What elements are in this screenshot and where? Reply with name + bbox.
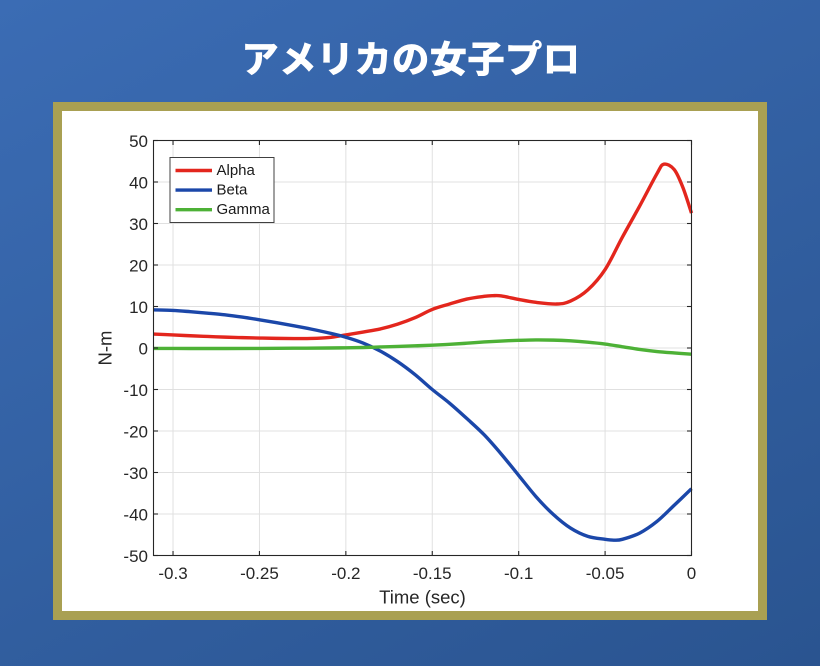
x-tick-label: -0.2 (331, 564, 360, 583)
x-tick-label: -0.15 (413, 564, 452, 583)
y-tick-label: -50 (123, 547, 148, 566)
series-line-gamma (153, 338, 692, 356)
legend-label-alpha: Alpha (217, 162, 256, 179)
legend-label-gamma: Gamma (217, 201, 271, 218)
y-axis-label: N-m (95, 331, 116, 366)
x-tick-label: -0.05 (586, 564, 625, 583)
page-title-text: アメリカの女子プロ (0, 0, 1, 1)
page-title: アメリカの女子プロ (0, 0, 820, 102)
line-chart: -0.3 -0.25 -0.2 -0.15 -0.1 -0.05 0 -50 -40 -30 -20… (95, 132, 697, 608)
x-axis-label: Time (sec) (379, 587, 466, 608)
y-tick-label: 40 (129, 174, 148, 193)
legend-label-beta: Beta (217, 182, 249, 199)
x-tick-label: -0.1 (504, 564, 533, 583)
x-tick-label: 0 (687, 564, 696, 583)
chart-frame: -0.3 -0.25 -0.2 -0.15 -0.1 -0.05 0 -50 -40 -30 -20… (53, 102, 767, 620)
series-line-beta (153, 308, 693, 542)
y-tick-label: -20 (123, 423, 148, 442)
y-tick-label: 20 (129, 257, 148, 276)
y-tick-label: -40 (123, 506, 148, 525)
page-title-glyphs (245, 40, 577, 77)
x-tick-label: -0.3 (158, 564, 187, 583)
y-tick-label: 10 (129, 298, 148, 317)
y-tick-label: -30 (123, 464, 148, 483)
y-tick-label: 0 (139, 340, 148, 359)
series-line-alpha (153, 162, 694, 341)
y-tick-label: -10 (123, 381, 148, 400)
x-tick-label: -0.25 (240, 564, 279, 583)
y-tick-label: 30 (129, 215, 148, 234)
y-tick-label: 50 (129, 132, 148, 151)
